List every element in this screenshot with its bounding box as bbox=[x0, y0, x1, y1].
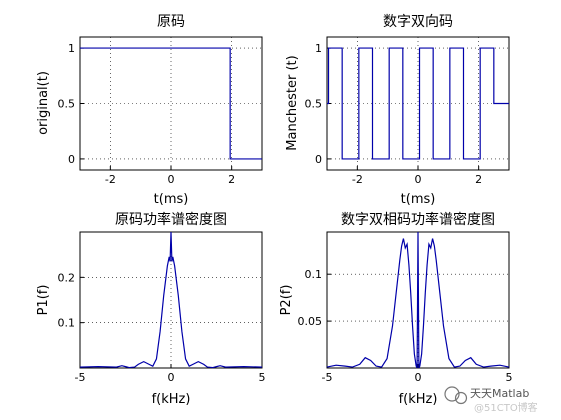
chart-title: 原码功率谱密度图 bbox=[115, 211, 227, 228]
x-tick-label: 0 bbox=[168, 371, 175, 384]
series-line bbox=[79, 231, 263, 369]
x-tick-label: 2 bbox=[228, 173, 235, 186]
x-tick-label: 0 bbox=[168, 173, 175, 186]
ticks: -5 0 5 0.1 0.2 bbox=[58, 271, 266, 384]
ticks: -5 0 5 0.05 0.1 bbox=[298, 268, 513, 384]
x-axis-label: t(ms) bbox=[154, 192, 189, 207]
x-tick-label: 0 bbox=[415, 371, 422, 384]
x-tick-label: 5 bbox=[259, 371, 266, 384]
x-tick-label: -5 bbox=[322, 371, 333, 384]
x-tick-label: -5 bbox=[75, 371, 86, 384]
x-axis-label: f(kHz) bbox=[152, 392, 191, 407]
y-axis-label: P1(f) bbox=[36, 285, 51, 316]
y-tick-label: 0.1 bbox=[305, 268, 323, 281]
y-tick-label: 0 bbox=[68, 153, 75, 166]
x-tick-label: 5 bbox=[506, 371, 513, 384]
plot-area bbox=[326, 36, 510, 171]
series-line bbox=[326, 231, 510, 369]
y-tick-label: 0 bbox=[315, 153, 322, 166]
panel-manchester-psd: -5 0 5 0.05 0.1 数字双相码功率谱密度图 f(kHz) P2(f) bbox=[279, 211, 513, 407]
panel-manchester-code: -2 0 2 0 0.5 1 数字双向码 t(ms) Manchester (t) bbox=[285, 14, 510, 207]
watermark-site: @51CTO博客 bbox=[474, 401, 538, 414]
chart-title: 数字双向码 bbox=[383, 14, 453, 30]
ticks: -2 0 2 0 0.5 1 bbox=[305, 42, 483, 186]
x-tick-label: 2 bbox=[475, 173, 482, 186]
y-tick-label: 1 bbox=[315, 42, 322, 55]
wechat-icon bbox=[444, 386, 460, 402]
x-axis-label: f(kHz) bbox=[399, 392, 438, 407]
grid bbox=[80, 232, 262, 368]
x-tick-label: 0 bbox=[415, 173, 422, 186]
panel-original-psd: -5 0 5 0.1 0.2 原码功率谱密度图 f(kHz) P1(f) bbox=[36, 211, 266, 407]
y-tick-label: 0.5 bbox=[58, 98, 76, 111]
y-tick-label: 0.2 bbox=[58, 271, 76, 284]
series-line bbox=[327, 47, 509, 160]
series-line bbox=[80, 47, 262, 160]
y-tick-label: 0.1 bbox=[58, 317, 76, 330]
chart-title: 数字双相码功率谱密度图 bbox=[341, 211, 495, 228]
y-tick-label: 1 bbox=[68, 42, 75, 55]
panel-original-code: -2 0 2 0 0.5 1 原码 t(ms) original(t) bbox=[36, 14, 263, 207]
y-axis-label: original(t) bbox=[36, 71, 51, 135]
x-tick-label: -2 bbox=[352, 173, 363, 186]
y-tick-label: 0.5 bbox=[305, 98, 323, 111]
wechat-icon-bubble bbox=[454, 391, 468, 405]
y-axis-label: P2(f) bbox=[279, 285, 294, 316]
y-tick-label: 0.05 bbox=[298, 315, 323, 328]
watermark-brand: 天天Matlab bbox=[470, 387, 529, 400]
watermark: 天天Matlab @51CTO博客 bbox=[444, 386, 538, 414]
y-axis-label: Manchester (t) bbox=[285, 55, 300, 150]
chart-title: 原码 bbox=[157, 14, 185, 30]
plot-area bbox=[79, 36, 263, 171]
x-axis-label: t(ms) bbox=[401, 192, 436, 207]
ticks: -2 0 2 0 0.5 1 bbox=[58, 42, 236, 186]
x-tick-label: -2 bbox=[105, 173, 116, 186]
